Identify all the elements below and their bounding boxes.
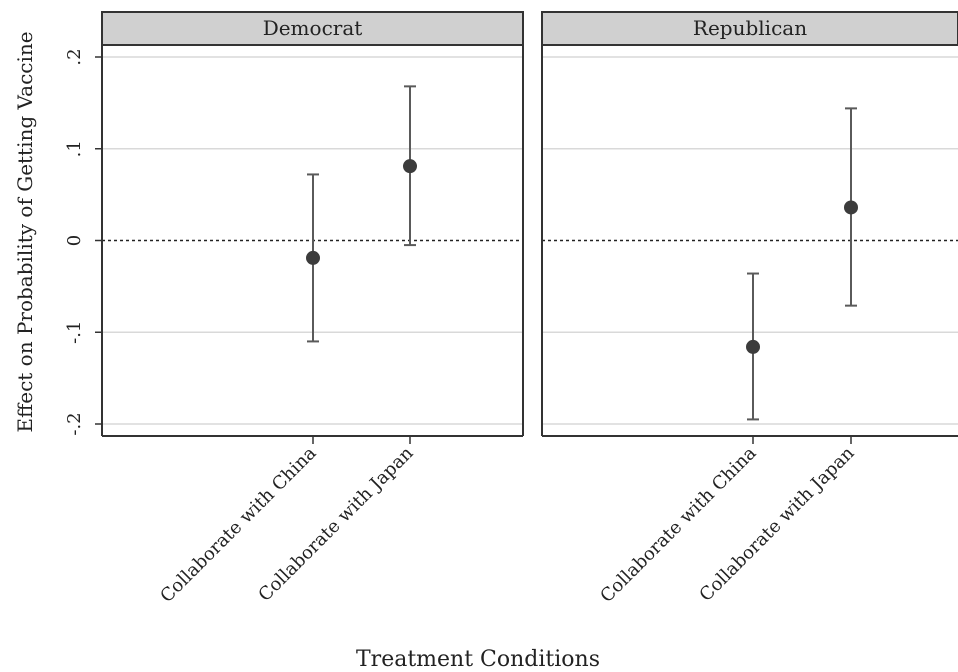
panel-header (101, 11, 524, 46)
panel-republican: Republican Collaborate with ChinaCollabor… (541, 11, 958, 607)
y-tick-label: .1 (64, 140, 85, 157)
point-estimate (403, 159, 417, 174)
panel-democrat: Democrat -.2 -.1 0 .1 .2 Collaborate with Chin… (64, 11, 524, 607)
x-tick-label: Collaborate with Japan (695, 442, 858, 605)
x-tick-label: Collaborate with China (156, 443, 320, 607)
y-tick-label: -.1 (64, 321, 85, 344)
x-tick-label: Collaborate with China (596, 443, 760, 607)
y-tick-label: .2 (64, 48, 85, 65)
point-estimate (844, 200, 858, 215)
point-estimate (306, 250, 320, 265)
panels-layer: Democrat -.2 -.1 0 .1 .2 Collaborate with Chin… (64, 11, 958, 607)
y-tick-label: 0 (64, 235, 85, 246)
panel-header (541, 11, 958, 46)
y-tick-label: -.2 (64, 412, 85, 435)
y-axis-label: Effect on Probability of Getting Vaccine (13, 31, 37, 432)
panel-title: Republican (693, 16, 807, 40)
x-axis-label: Treatment Conditions (356, 647, 600, 672)
panel-title: Democrat (263, 16, 363, 40)
point-estimate (746, 339, 760, 354)
x-tick-label: Collaborate with Japan (254, 442, 417, 605)
